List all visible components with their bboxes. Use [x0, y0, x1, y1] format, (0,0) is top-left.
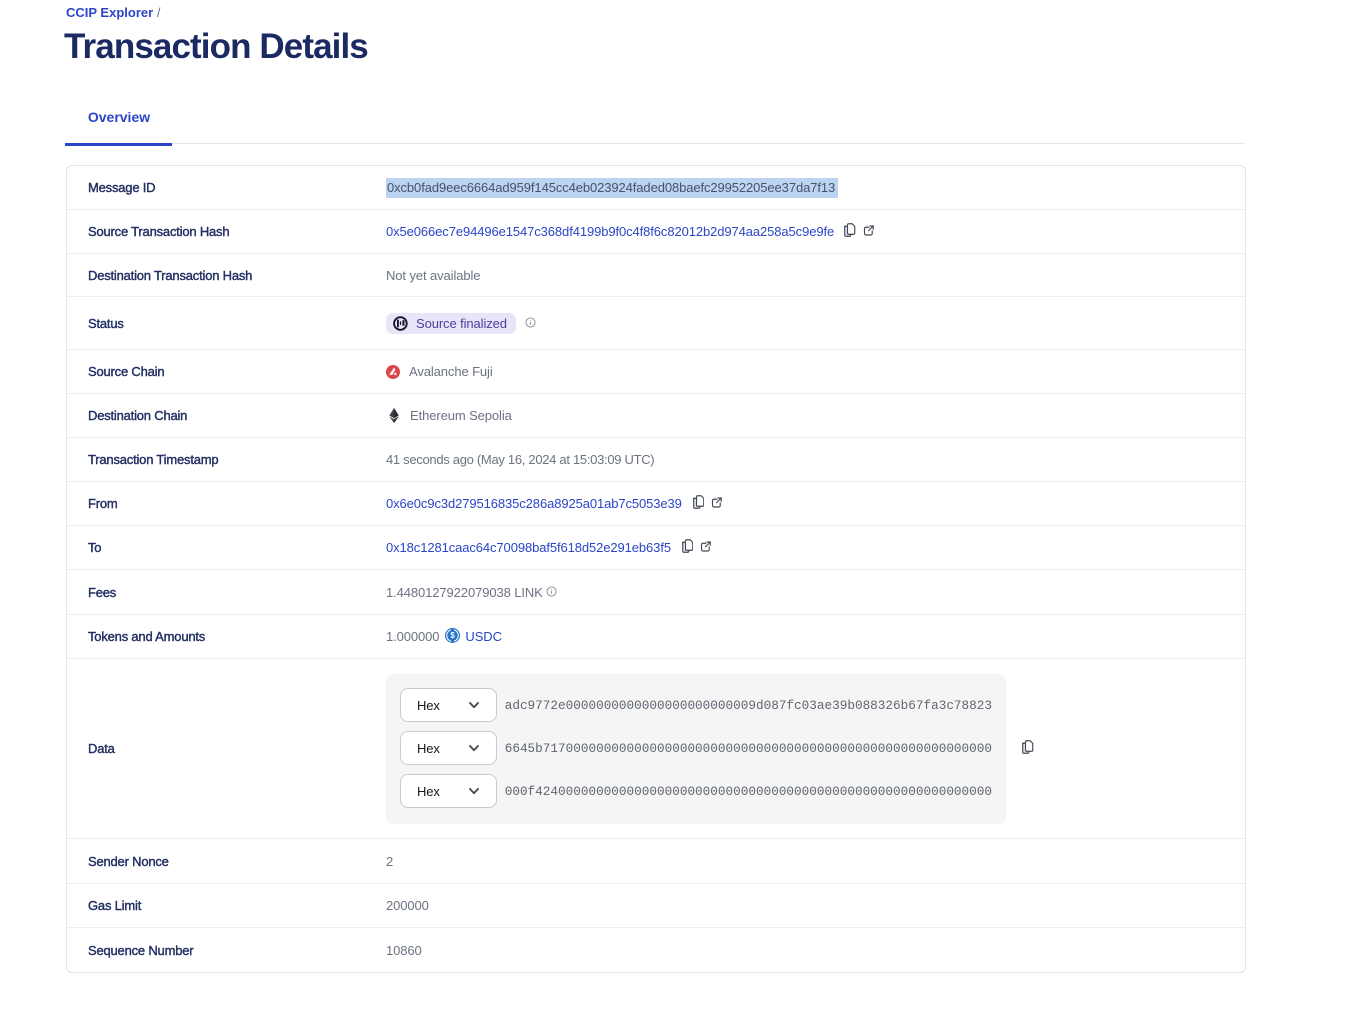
svg-text:$: $ [451, 631, 456, 640]
